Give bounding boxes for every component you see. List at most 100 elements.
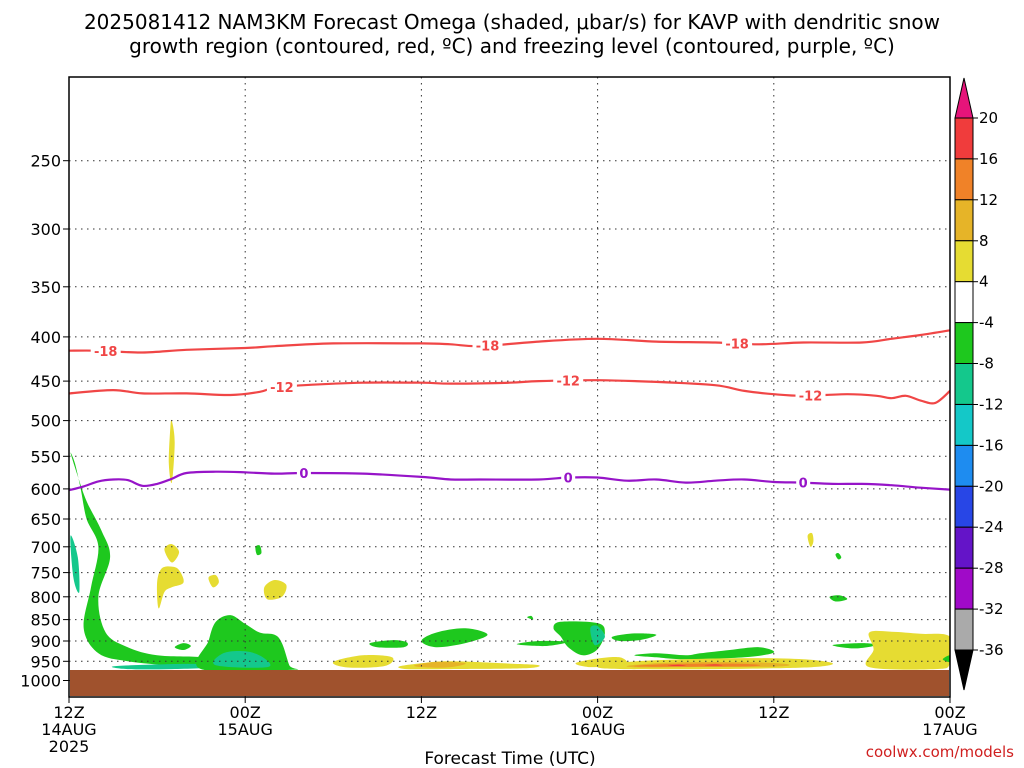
colorbar-label: -28 xyxy=(979,559,1004,577)
x-tick-label: 12Z xyxy=(406,703,437,722)
colorbar-segment xyxy=(954,444,974,487)
colorbar-label: -36 xyxy=(979,641,1004,659)
omega-region xyxy=(156,566,184,609)
omega-region xyxy=(865,630,950,670)
y-tick-label: 350 xyxy=(30,278,61,297)
contour-label: -18 xyxy=(476,340,500,355)
omega-region xyxy=(213,650,271,668)
colorbar-label: 16 xyxy=(979,150,998,168)
omega-region xyxy=(633,663,761,667)
colorbar-segment xyxy=(954,363,974,405)
colorbar-label: -32 xyxy=(979,600,1004,618)
y-tick-label: 850 xyxy=(30,611,61,630)
colorbar-segment xyxy=(954,485,974,528)
x-tick-label: 17AUG xyxy=(922,720,977,739)
y-tick-label: 500 xyxy=(30,412,61,431)
y-tick-label: 800 xyxy=(30,588,61,607)
omega-region xyxy=(634,647,775,660)
x-tick-label: 2025 xyxy=(49,737,90,756)
plot-frame xyxy=(68,76,951,698)
colorbar-label: -8 xyxy=(979,355,994,373)
omega-region xyxy=(832,643,877,649)
colorbar-label: -24 xyxy=(979,518,1004,536)
contour-label-bg xyxy=(795,387,826,404)
omega-region xyxy=(70,535,80,593)
contour-label: -18 xyxy=(725,337,749,352)
colorbar-segment xyxy=(954,199,974,242)
omega-region xyxy=(516,640,569,647)
omega-region xyxy=(829,595,848,602)
x-tick-label: 16AUG xyxy=(570,720,625,739)
y-axis: 250 300 350 400 450 500 550 600 650 700 750 800 850 9… xyxy=(20,152,69,691)
colorbar-label: -4 xyxy=(979,314,994,332)
colorbar-label: 12 xyxy=(979,191,998,209)
contour-label-bg xyxy=(796,474,811,491)
colorbar-label: 8 xyxy=(979,232,989,250)
x-axis-title: Forecast Time (UTC) xyxy=(424,749,595,768)
omega-region xyxy=(369,640,408,648)
plot-area xyxy=(69,77,950,697)
y-tick-label: 900 xyxy=(30,632,61,651)
omega-region xyxy=(174,643,191,651)
contour-label-bg xyxy=(553,372,584,389)
omega-region xyxy=(263,579,287,600)
omega-region xyxy=(168,419,175,484)
contour-label: -12 xyxy=(270,381,294,396)
x-tick-label: 15AUG xyxy=(217,720,272,739)
colorbar-segment xyxy=(954,567,974,610)
colorbar-label: -12 xyxy=(979,396,1004,414)
colorbar-segment xyxy=(954,526,974,569)
omega-region xyxy=(70,452,218,666)
omega-region xyxy=(704,664,723,666)
credit-text: coolwx.com/models xyxy=(866,743,1014,761)
colorbar-label: 20 xyxy=(979,109,998,127)
y-tick-label: 750 xyxy=(30,564,61,583)
omega-region xyxy=(255,545,262,556)
below-ground-mask xyxy=(70,670,949,696)
x-tick-label: 00Z xyxy=(934,703,965,722)
contour-label: -18 xyxy=(94,345,118,360)
y-tick-label: 250 xyxy=(30,152,61,171)
contour-label: -12 xyxy=(556,375,580,390)
omega-region xyxy=(208,574,219,588)
y-tick-label: 300 xyxy=(30,220,61,239)
omega-region xyxy=(668,664,686,666)
x-tick-label: 14AUG xyxy=(41,720,96,739)
y-tick-label: 700 xyxy=(30,538,61,557)
omega-region xyxy=(421,628,488,648)
x-tick-label: 12Z xyxy=(53,703,84,722)
contour-label-bg xyxy=(266,379,297,396)
contour-label-bg xyxy=(472,337,503,354)
omega-region xyxy=(164,544,180,563)
y-tick-label: 400 xyxy=(30,328,61,347)
contour-label: 0 xyxy=(564,472,573,487)
y-tick-label: 450 xyxy=(30,372,61,391)
omega-region xyxy=(835,553,842,560)
x-tick-label: 12Z xyxy=(758,703,789,722)
omega-region xyxy=(942,655,950,663)
colorbar-segment xyxy=(954,404,974,446)
omega-region xyxy=(413,661,466,668)
omega-region xyxy=(575,621,581,625)
y-tick-label: 1000 xyxy=(20,672,61,691)
colorbar: 20 16 12 8 4 -4 -8 -12 -16 -20 -24 -28 -32 -36 xyxy=(954,77,1004,691)
omega-region xyxy=(111,663,218,670)
colorbar-label: -16 xyxy=(979,436,1004,454)
chart-subtitle: growth region (contoured, red, ºC) and f… xyxy=(129,34,895,58)
contour-label-bg xyxy=(296,465,311,481)
y-tick-label: 600 xyxy=(30,480,61,499)
chart-title: 2025081412 NAM3KM Forecast Omega (shaded… xyxy=(84,10,940,34)
colorbar-segment xyxy=(954,322,974,365)
colorbar-bottom-arrow xyxy=(954,649,974,691)
colorbar-segment xyxy=(954,158,974,201)
omega-region xyxy=(611,633,657,642)
omega-region xyxy=(807,532,814,547)
colorbar-segment xyxy=(954,117,974,160)
contour-label: 0 xyxy=(299,467,308,482)
colorbar-segment xyxy=(954,608,974,651)
y-tick-label: 550 xyxy=(30,447,61,466)
omega-region xyxy=(527,615,534,620)
contour-labels: -18 -18 -18 -12 -12 -12 0 0 0 xyxy=(90,335,826,492)
